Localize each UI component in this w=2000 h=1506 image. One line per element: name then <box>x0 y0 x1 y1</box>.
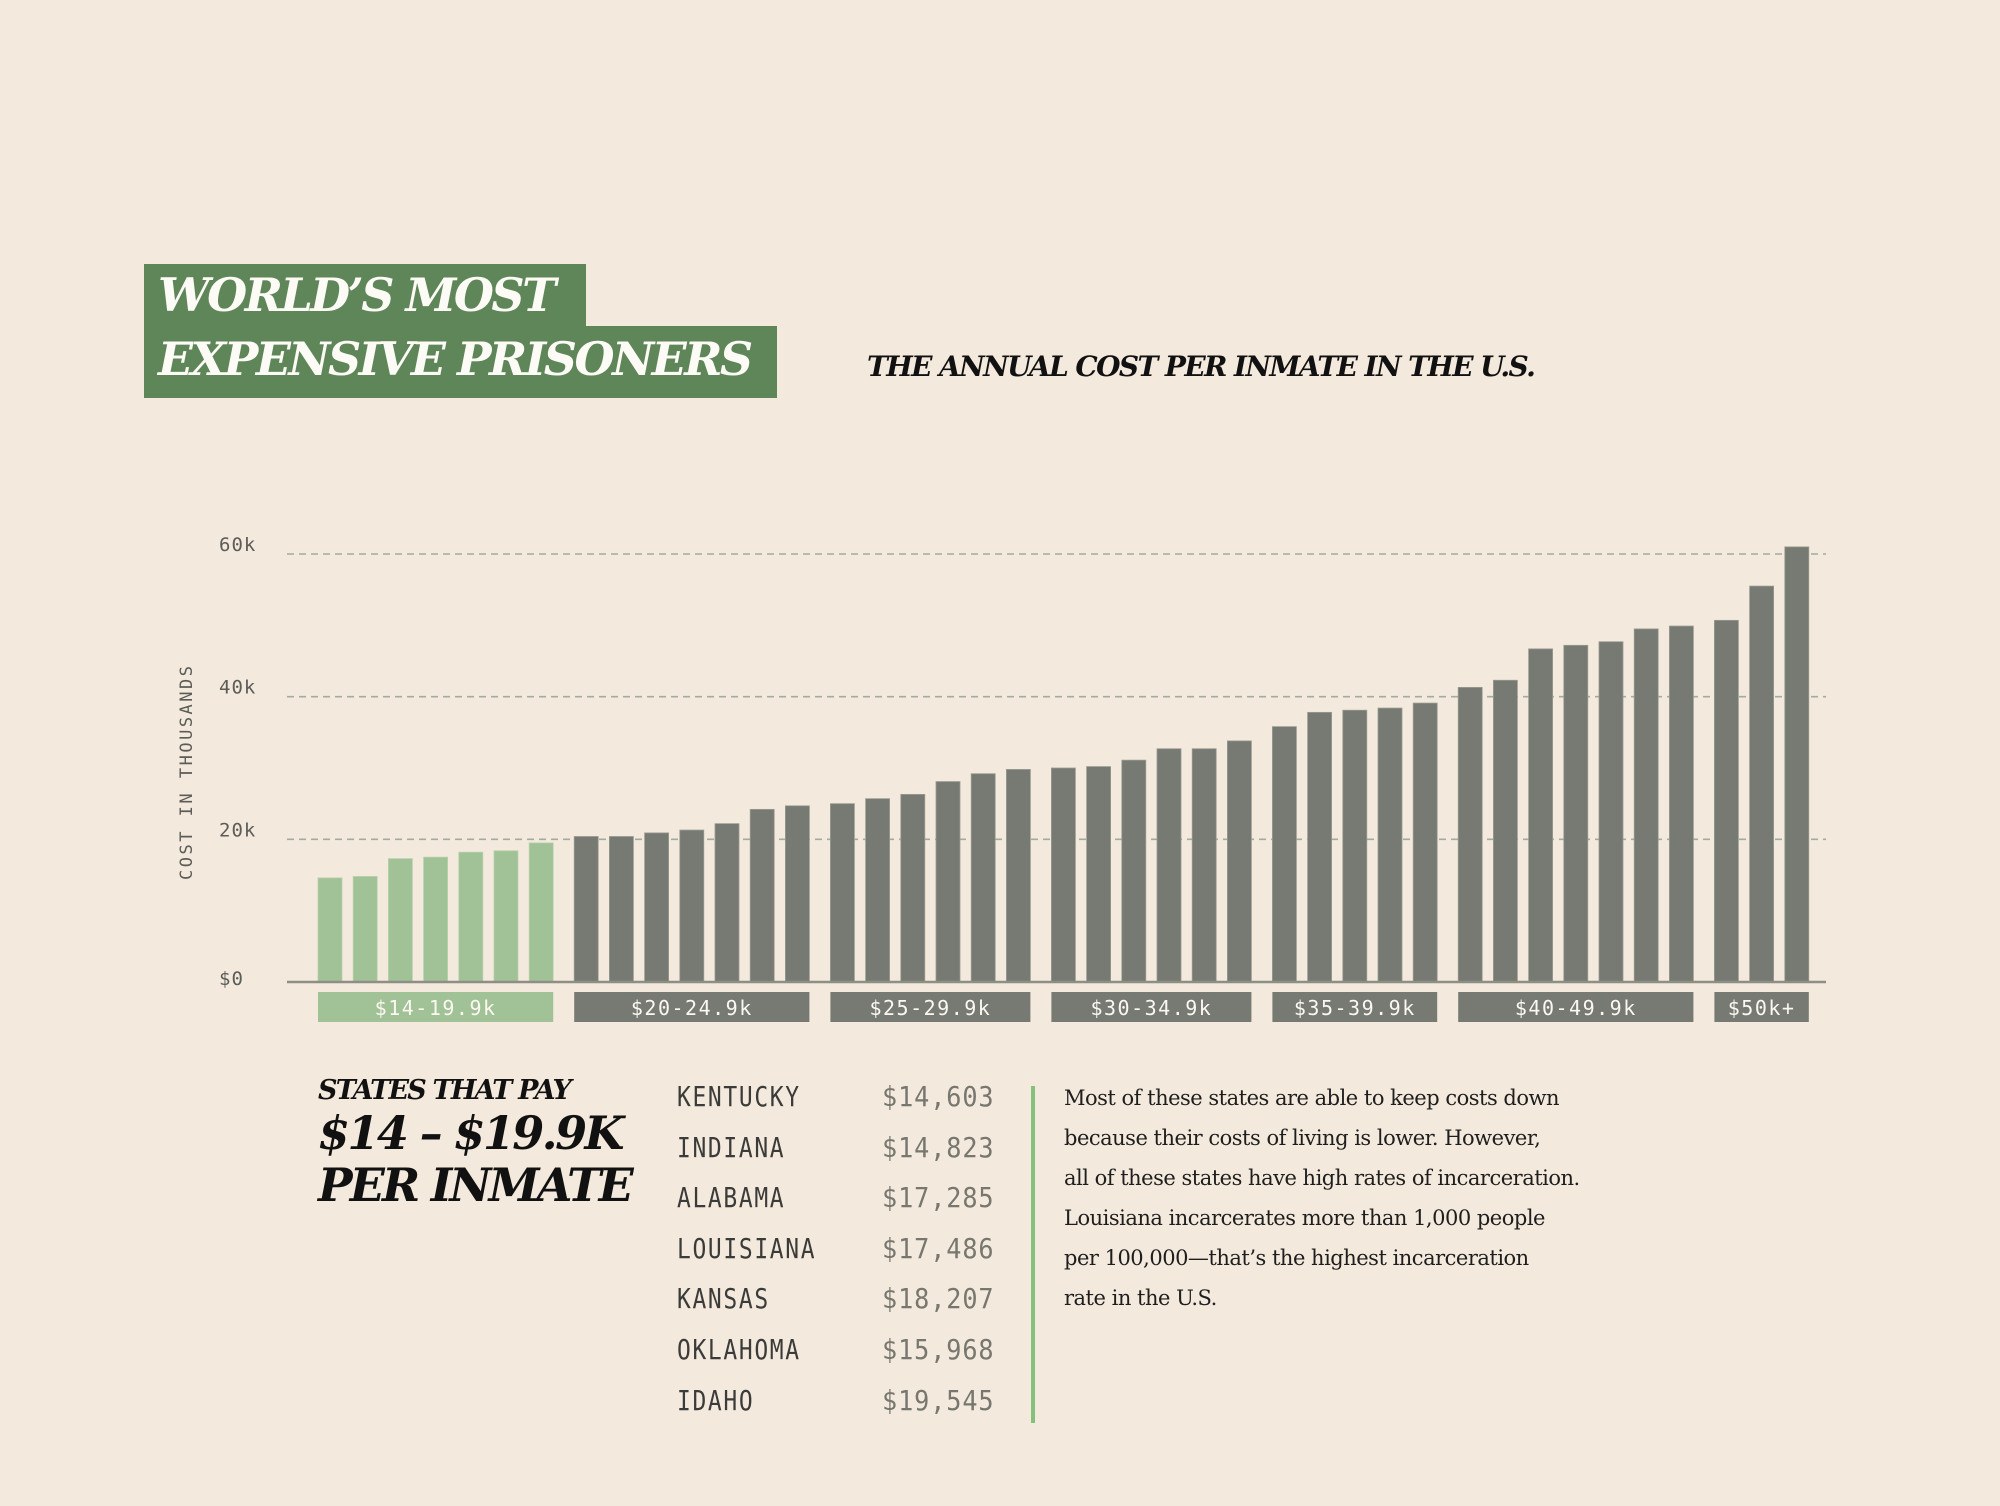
paragraph-line: per 100,000—that’s the highest incarcera… <box>1064 1246 1529 1270</box>
bar <box>1784 546 1810 983</box>
bar <box>458 851 484 983</box>
group-label: $14-19.9k <box>375 996 497 1020</box>
bar <box>749 808 775 983</box>
group-label-box <box>318 992 554 1022</box>
states-heading-range: $14 – $19.9K <box>318 1106 624 1160</box>
bar <box>1272 726 1297 983</box>
bar <box>830 803 855 983</box>
bar <box>528 842 554 983</box>
group-label: $30-34.9k <box>1090 996 1212 1020</box>
bar <box>1714 619 1739 983</box>
state-name: OKLAHOMA <box>677 1333 801 1366</box>
paragraph-line: all of these states have high rates of i… <box>1064 1166 1580 1190</box>
bar <box>1156 748 1182 983</box>
y-axis-label: COST IN THOUSANDS <box>177 664 197 881</box>
group-label-box <box>574 992 810 1022</box>
bar <box>1191 748 1217 983</box>
bar <box>1633 628 1659 983</box>
group-label-box <box>1272 992 1438 1022</box>
green-divider-rule <box>1031 1086 1035 1423</box>
group-labels: $14-19.9k $20-24.9k $25-29.9k $30-34.9k $35-… <box>318 992 1809 1022</box>
group-label: $40-49.9k <box>1515 996 1637 1020</box>
bar <box>679 829 705 983</box>
y-tick-label: $0 <box>219 968 244 990</box>
bar <box>935 781 961 983</box>
bar <box>1307 711 1332 983</box>
y-tick-label: 60k <box>219 534 256 556</box>
title-banner-top <box>144 264 586 328</box>
bar <box>1528 648 1553 983</box>
paragraph-line: because their costs of living is lower. … <box>1064 1126 1541 1150</box>
bar <box>573 836 599 983</box>
bar <box>644 832 669 983</box>
group-label: $50k+ <box>1728 996 1796 1020</box>
title-banner-bottom <box>144 326 777 398</box>
state-name: LOUISIANA <box>677 1232 817 1265</box>
page-title-line-1: WORLD’S MOST <box>158 268 556 322</box>
bar <box>609 836 634 983</box>
bar <box>1006 769 1031 983</box>
bar <box>423 856 449 983</box>
state-cost: $14,823 <box>882 1131 995 1164</box>
bars <box>317 546 1810 983</box>
bar <box>1749 585 1774 983</box>
bar <box>1412 702 1438 983</box>
bar <box>1563 644 1589 983</box>
group-label: $20-24.9k <box>631 996 753 1020</box>
bar <box>865 798 890 983</box>
state-cost: $15,968 <box>882 1333 995 1366</box>
y-tick-label: 20k <box>219 819 256 841</box>
bar <box>1457 686 1483 983</box>
state-cost: $19,545 <box>882 1384 995 1417</box>
bar <box>1342 709 1368 983</box>
state-cost: $18,207 <box>882 1282 995 1315</box>
state-name: ALABAMA <box>677 1181 786 1214</box>
group-label-box <box>830 992 1031 1022</box>
state-name: IDAHO <box>677 1384 755 1417</box>
bar <box>900 793 926 983</box>
paragraph-line: Louisiana incarcerates more than 1,000 p… <box>1064 1206 1545 1230</box>
paragraph-line: rate in the U.S. <box>1064 1286 1217 1310</box>
group-label-box <box>1458 992 1694 1022</box>
bar <box>1086 766 1111 983</box>
bar <box>1051 767 1076 983</box>
bar <box>317 877 343 983</box>
bar <box>493 850 519 983</box>
bar <box>1669 625 1694 983</box>
group-label: $25-29.9k <box>869 996 991 1020</box>
page-title-line-2: EXPENSIVE PRISONERS <box>158 332 753 386</box>
bar <box>1121 759 1147 983</box>
group-label: $35-39.9k <box>1294 996 1416 1020</box>
bar <box>970 773 996 983</box>
group-label-box <box>1714 992 1809 1022</box>
state-cost: $14,603 <box>882 1080 995 1113</box>
state-name: KENTUCKY <box>677 1080 801 1113</box>
bar <box>1598 641 1624 983</box>
bar <box>352 876 378 983</box>
paragraph-line: Most of these states are able to keep co… <box>1064 1086 1560 1110</box>
explanation-paragraph: Most of these states are able to keep co… <box>1064 1078 1664 1318</box>
bar <box>1493 679 1518 983</box>
state-cost: $17,285 <box>882 1181 995 1214</box>
y-tick-label: 40k <box>219 677 256 699</box>
bar <box>387 858 413 983</box>
bar <box>1227 740 1252 983</box>
chart-subtitle: THE ANNUAL COST PER INMATE IN THE U.S. <box>867 350 1536 383</box>
state-name: INDIANA <box>677 1131 786 1164</box>
y-tick-labels: $0 20k 40k 60k <box>219 534 256 990</box>
bar <box>1377 707 1403 983</box>
group-label-box <box>1051 992 1252 1022</box>
bar <box>714 823 740 983</box>
states-heading-line-1: STATES THAT PAY <box>318 1075 572 1106</box>
state-cost: $17,486 <box>882 1232 995 1265</box>
state-name: KANSAS <box>677 1282 770 1315</box>
states-heading-line-3: PER INMATE <box>318 1158 634 1212</box>
bar <box>785 805 810 983</box>
